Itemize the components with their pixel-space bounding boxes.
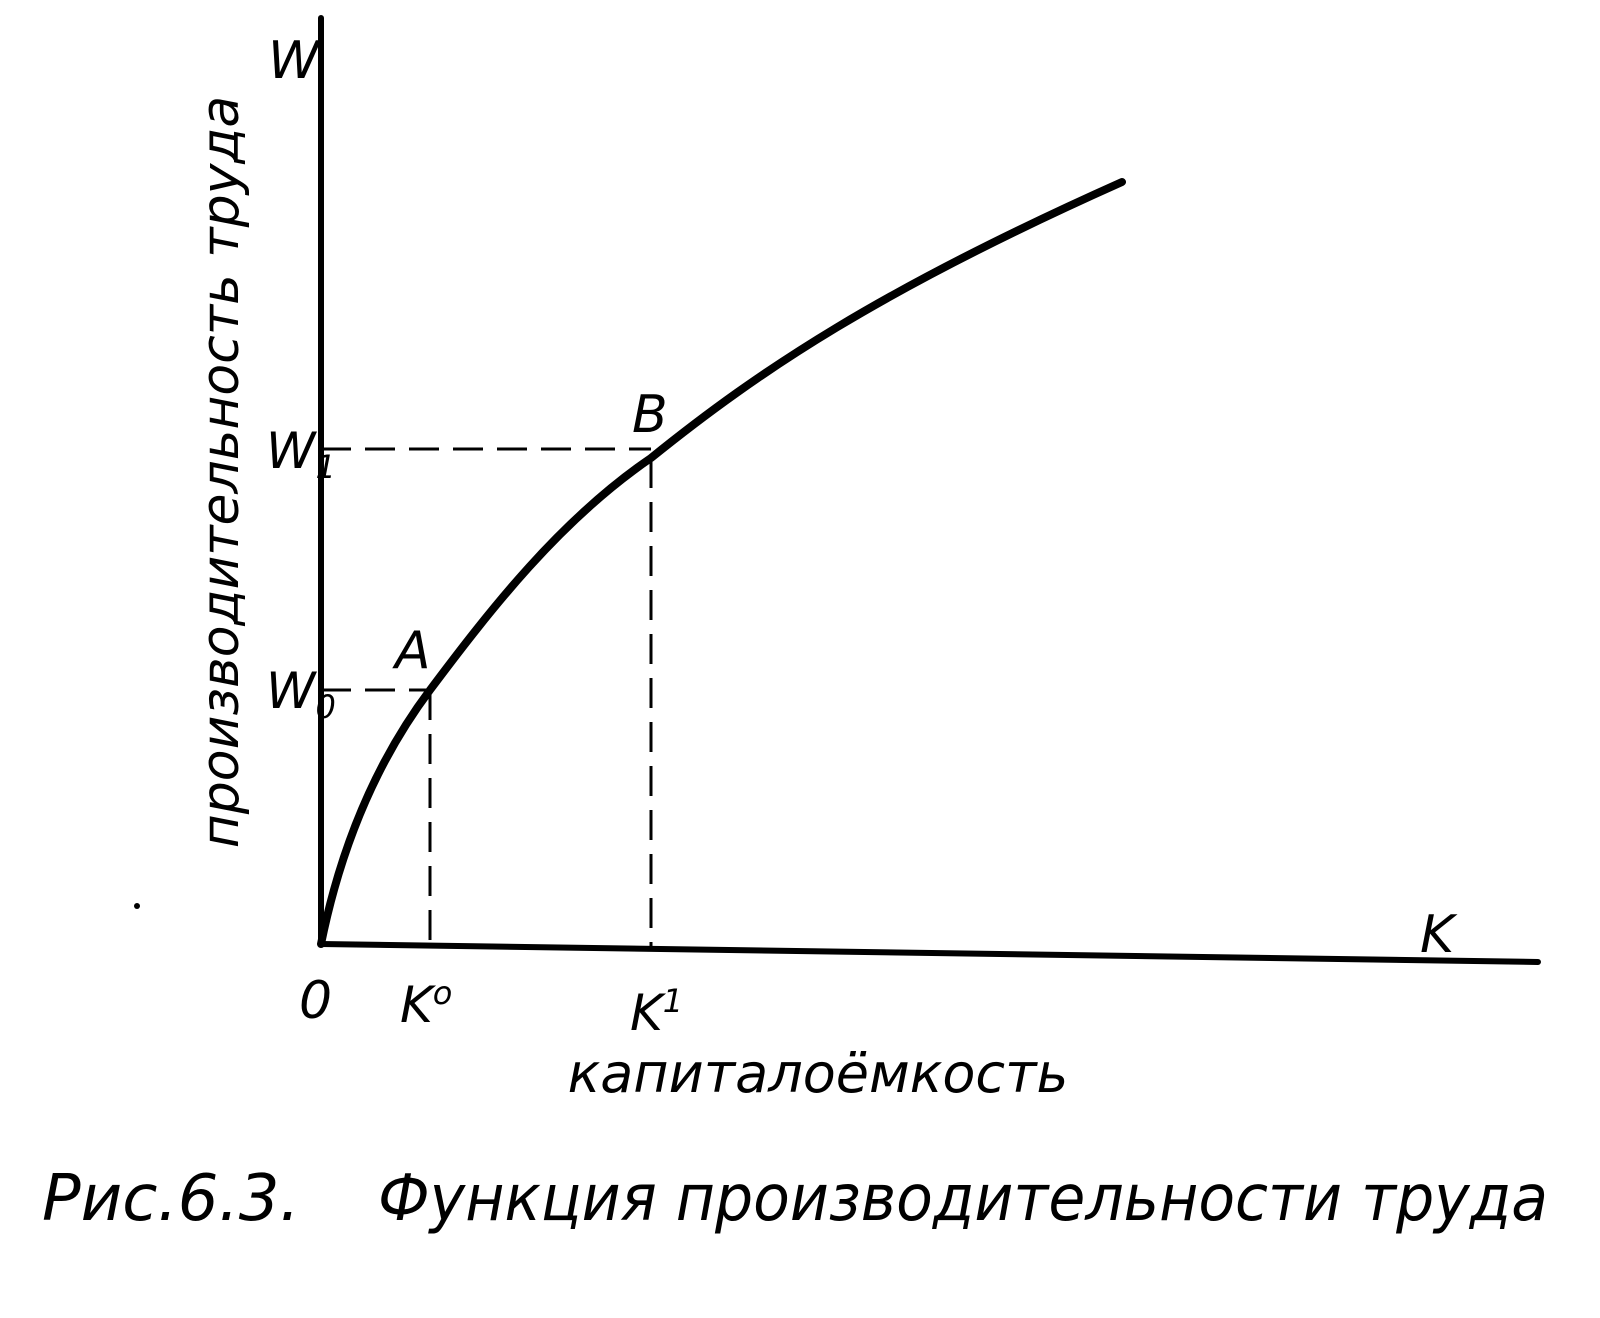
- x-axis-symbol: K: [1420, 905, 1458, 965]
- w0-label: W0: [266, 662, 336, 726]
- point-b-label: B: [632, 385, 668, 445]
- k1-label-sup: 1: [663, 982, 683, 1020]
- w0-label-sub: 0: [315, 688, 335, 726]
- x-axis-title: капиталоёмкость: [568, 1042, 1069, 1105]
- x-axis: [318, 941, 1541, 965]
- figure-caption-number: Рис.6.3.: [42, 1162, 300, 1236]
- figure-caption-text: Функция производительности труда: [378, 1162, 1548, 1236]
- w1-label-sub: 1: [315, 448, 335, 486]
- point-a-label: A: [392, 621, 431, 681]
- w0-label-main: W: [266, 662, 317, 720]
- scan-dot: [134, 903, 140, 909]
- w1-label: W1: [266, 422, 336, 486]
- w1-label-main: W: [266, 422, 317, 480]
- k0-label-main: K: [400, 976, 437, 1034]
- k1-label: K1: [630, 982, 683, 1042]
- production-curve: [317, 178, 1126, 948]
- k1-label-main: K: [630, 984, 667, 1042]
- k0-label: Ko: [400, 974, 452, 1034]
- y-axis-title: производительность труда: [191, 96, 251, 848]
- origin-label: 0: [299, 971, 332, 1031]
- y-axis-symbol: W: [268, 31, 322, 91]
- k0-label-sup: o: [433, 974, 453, 1012]
